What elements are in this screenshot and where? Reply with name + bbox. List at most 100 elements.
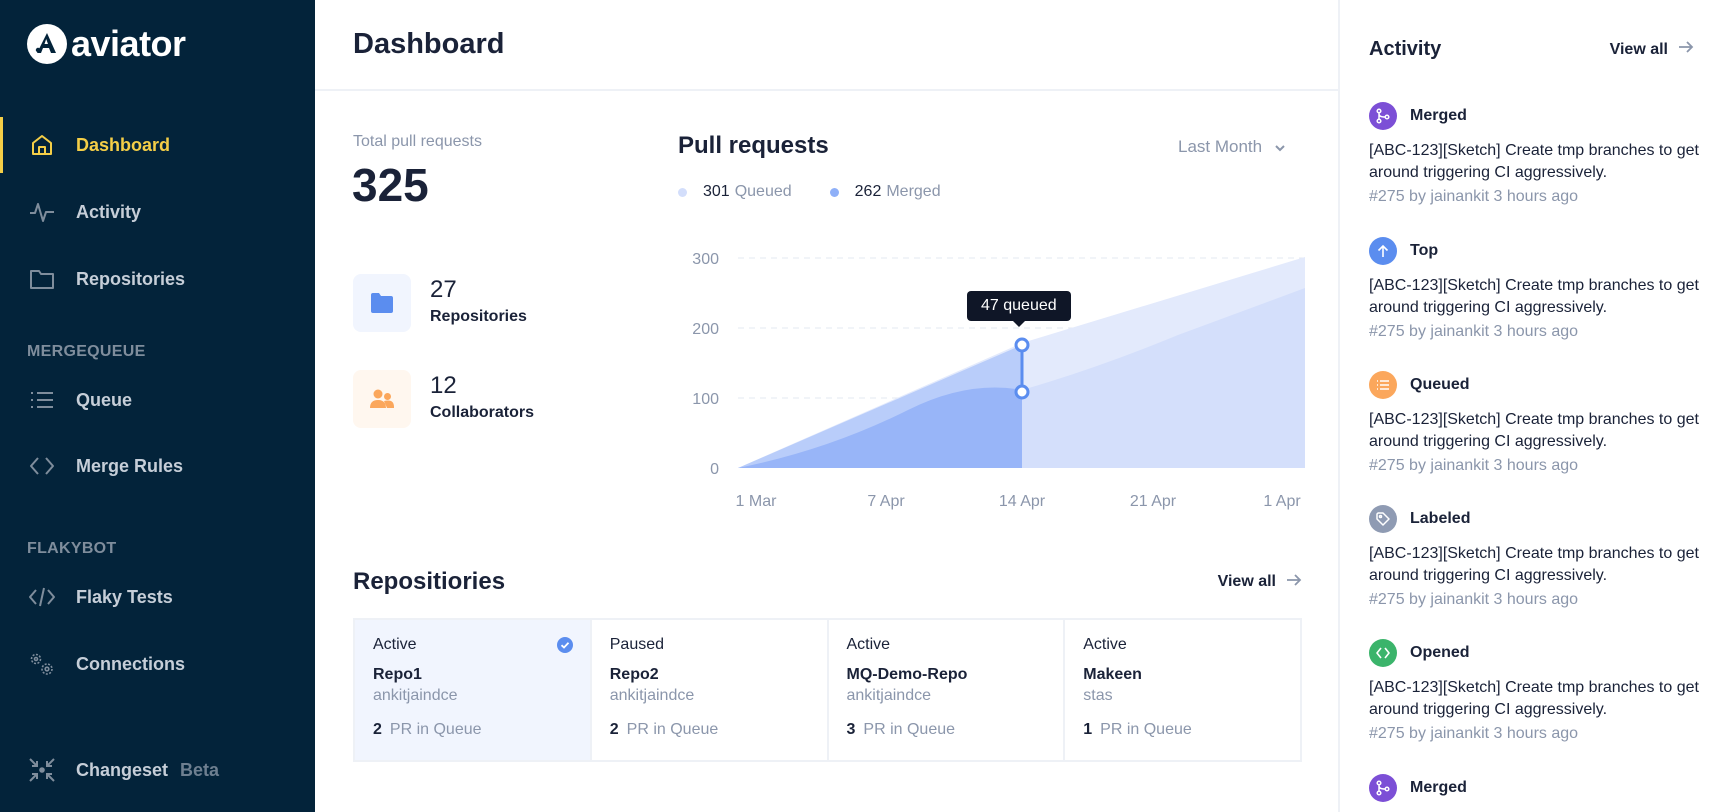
repo-card[interactable]: Active MQ-Demo-Repo ankitjaindce 3 PR in …: [829, 620, 1066, 760]
stat-value: 27: [430, 276, 457, 303]
repositories-header: Repositiories View all: [353, 568, 1302, 596]
activity-description: [ABC-123][Sketch] Create tmp branches to…: [1369, 679, 1699, 718]
app-name: aviator: [71, 23, 186, 64]
page-title: Dashboard: [353, 28, 505, 60]
legend-dot-icon: [829, 187, 839, 197]
sidebar-item-repositories[interactable]: Repositories: [0, 251, 315, 307]
period-value: Last Month: [1178, 137, 1263, 156]
check-circle-icon: [556, 637, 573, 658]
sidebar: aviator Dashboard Activity Repositories …: [0, 0, 315, 812]
y-tick-200: 200: [692, 321, 719, 338]
pull-requests-area-chart[interactable]: 300 200 100 0 1 Mar 7 Apr 14 Apr 21 Apr …: [678, 240, 1318, 520]
x-tick: 1 Mar: [736, 493, 778, 510]
page-header: Dashboard: [315, 0, 1338, 91]
repo-owner: ankitjaindce: [609, 687, 695, 704]
sidebar-item-flaky-tests[interactable]: Flaky Tests: [0, 569, 315, 625]
y-tick-300: 300: [692, 251, 719, 268]
view-all-label: View all: [1217, 573, 1276, 590]
sidebar-item-queue[interactable]: Queue: [0, 372, 315, 428]
chart-tooltip: 47 queued: [967, 291, 1071, 327]
activity-meta: #275 by jainankit 3 hours ago: [1369, 591, 1579, 608]
chart-legend: 301 Queued 262 Merged: [678, 183, 979, 201]
activity-view-all-link[interactable]: View all: [1610, 40, 1694, 59]
sidebar-item-changeset[interactable]: Changeset Beta: [0, 742, 315, 798]
legend-queued[interactable]: 301 Queued: [678, 183, 792, 201]
home-icon: [28, 131, 56, 159]
repo-card[interactable]: Active Repo1 ankitjaindce 2 PR in Queue: [355, 620, 592, 760]
sidebar-item-label: Repositories: [76, 268, 186, 289]
sidebar-item-connections[interactable]: Connections: [0, 636, 315, 692]
repo-queue-count: 2 PR in Queue: [609, 721, 719, 738]
arrow-right-icon: [1678, 40, 1694, 59]
repo-status: Active: [373, 636, 417, 653]
stat-label: Collaborators: [430, 404, 535, 421]
repo-status: Active: [846, 636, 891, 653]
list-icon: [1369, 371, 1397, 399]
legend-label: Merged: [886, 183, 941, 200]
queued-point-icon[interactable]: [1014, 337, 1030, 353]
repo-card[interactable]: Active Makeen stas 1 PR in Queue: [1065, 620, 1300, 760]
merged-area-highlight: [738, 387, 1022, 468]
legend-value: 262: [854, 183, 882, 200]
activity-type: Merged: [1410, 107, 1467, 124]
repo-card[interactable]: Paused Repo2 ankitjaindce 2 PR in Queue: [592, 620, 829, 760]
activity-meta: #275 by jainankit 3 hours ago: [1369, 323, 1579, 340]
activity-item[interactable]: Merged [ABC-123][Sketch] Create tmp bran…: [1369, 102, 1699, 206]
code-brackets-icon: [28, 452, 56, 480]
period-dropdown[interactable]: Last Month: [1178, 137, 1286, 157]
legend-label: Queued: [734, 183, 792, 200]
logo[interactable]: aviator: [27, 24, 186, 64]
sidebar-item-label: Merge Rules: [76, 455, 184, 476]
code-slash-icon: [28, 583, 56, 611]
folder-icon: [353, 274, 411, 332]
repository-cards: Active Repo1 ankitjaindce 2 PR in Queue P…: [353, 618, 1302, 762]
x-tick: 14 Apr: [999, 493, 1046, 510]
arrow-up-icon: [1369, 237, 1397, 265]
activity-item[interactable]: Top [ABC-123][Sketch] Create tmp branche…: [1369, 237, 1699, 341]
legend-dot-icon: [678, 187, 687, 197]
code-brackets-icon: [1369, 639, 1397, 667]
repositories-view-all-link[interactable]: View all: [1218, 573, 1302, 592]
activity-type: Opened: [1410, 644, 1470, 661]
merged-point-icon[interactable]: [1014, 384, 1030, 400]
repo-name: Makeen: [1083, 666, 1142, 683]
y-tick-100: 100: [692, 391, 719, 408]
section-flakybot: FLAKYBOT: [27, 540, 117, 557]
users-icon: [353, 370, 411, 428]
repo-queue-count: 2 PR in Queue: [373, 721, 482, 738]
repo-queue-count: 1 PR in Queue: [1083, 721, 1192, 738]
chart-title: Pull requests: [678, 132, 829, 159]
y-tick-0: 0: [710, 461, 719, 478]
x-tick: 7 Apr: [867, 493, 905, 510]
activity-title: Activity: [1369, 38, 1442, 60]
activity-item[interactable]: Opened [ABC-123][Sketch] Create tmp bran…: [1369, 639, 1699, 743]
activity-description: [ABC-123][Sketch] Create tmp branches to…: [1369, 277, 1699, 316]
gears-icon: [28, 650, 56, 678]
sidebar-item-label: Dashboard: [76, 134, 171, 155]
activity-header: Activity View all: [1369, 38, 1694, 61]
collapse-arrows-icon: [28, 756, 56, 784]
activity-icon: [28, 198, 56, 226]
tag-icon: [1369, 505, 1397, 533]
repo-owner: stas: [1083, 687, 1113, 704]
activity-description: [ABC-123][Sketch] Create tmp branches to…: [1369, 545, 1699, 584]
main-content: Dashboard Total pull requests 325 27 Rep…: [315, 0, 1340, 812]
sidebar-item-merge-rules[interactable]: Merge Rules: [0, 438, 315, 494]
repo-name: Repo2: [609, 666, 659, 683]
legend-merged[interactable]: 262 Merged: [829, 183, 941, 201]
activity-item[interactable]: Labeled [ABC-123][Sketch] Create tmp bra…: [1369, 505, 1699, 609]
sidebar-item-dashboard[interactable]: Dashboard: [0, 117, 315, 173]
activity-meta: #275 by jainankit 3 hours ago: [1369, 457, 1579, 474]
merged-area: [738, 288, 1305, 468]
sidebar-item-label: Flaky Tests: [76, 586, 173, 607]
activity-panel: Activity View all Merged [ABC-123][Sketc…: [1342, 0, 1724, 812]
activity-item[interactable]: Queued [ABC-123][Sketch] Create tmp bran…: [1369, 371, 1699, 475]
sidebar-item-activity[interactable]: Activity: [0, 184, 315, 240]
stat-value: 12: [430, 372, 457, 399]
x-tick: 1 Apr: [1263, 493, 1301, 510]
repo-name: MQ-Demo-Repo: [846, 666, 968, 683]
stat-collaborators: 12 Collaborators: [353, 370, 534, 428]
sidebar-item-label: Activity: [76, 201, 142, 222]
repo-owner: ankitjaindce: [846, 687, 932, 704]
activity-item[interactable]: Merged: [1369, 774, 1699, 802]
